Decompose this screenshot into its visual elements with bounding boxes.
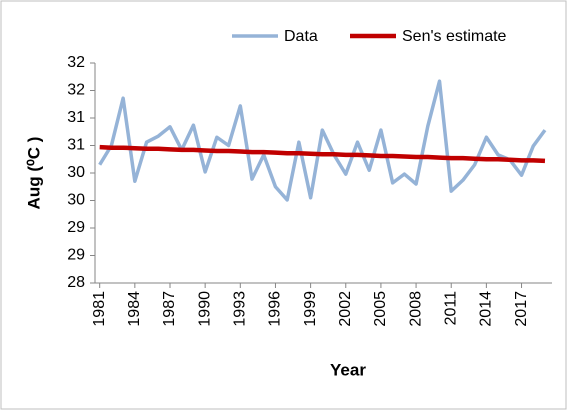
y-tick-label: 28 — [67, 274, 85, 291]
x-tick-label: 2008 — [407, 291, 424, 327]
y-tick-label: 30 — [67, 192, 85, 209]
x-tick-label: 1984 — [126, 291, 143, 327]
y-tick-label: 30 — [67, 164, 85, 181]
y-axis-label: Aug (⁰C ) — [24, 137, 43, 210]
y-tick-label: 29 — [67, 219, 85, 236]
x-axis-label: Year — [330, 360, 366, 379]
y-tick-label: 32 — [67, 54, 85, 71]
x-tick-label: 1987 — [161, 291, 178, 327]
x-tick-label: 1996 — [267, 291, 284, 327]
x-tick-label: 2017 — [513, 291, 530, 327]
x-tick-label: 2014 — [478, 291, 495, 327]
y-tick-label: 31 — [67, 137, 85, 154]
series-line — [98, 79, 547, 202]
y-tick-label: 29 — [67, 247, 85, 264]
legend-label: Data — [284, 28, 318, 45]
x-tick-label: 2011 — [442, 291, 459, 326]
y-tick-label: 31 — [67, 109, 85, 126]
x-tick-label: 1999 — [302, 291, 319, 327]
series-line — [99, 144, 546, 164]
x-tick-label: 1990 — [196, 291, 213, 327]
y-tick-label: 32 — [67, 82, 85, 99]
legend-label: Sen's estimate — [402, 28, 507, 45]
x-tick-label: 2002 — [337, 291, 354, 327]
x-tick-label: 1993 — [232, 291, 249, 327]
x-tick-label: 2005 — [372, 291, 389, 327]
x-tick-label: 1981 — [91, 291, 108, 327]
